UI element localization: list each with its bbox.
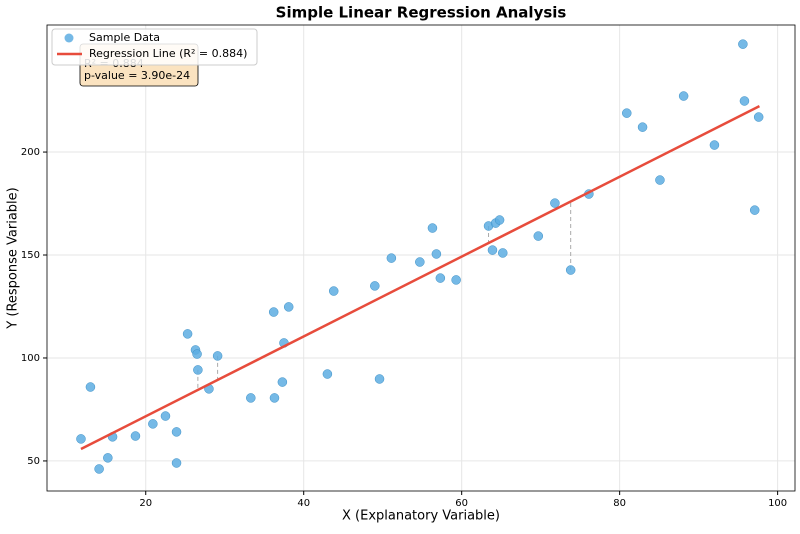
data-point bbox=[171, 458, 182, 468]
data-point bbox=[749, 205, 760, 215]
data-point bbox=[212, 351, 223, 361]
data-point bbox=[322, 369, 333, 379]
y-tick-label: 50 bbox=[27, 456, 40, 467]
data-point bbox=[487, 245, 498, 255]
data-point bbox=[268, 307, 279, 317]
y-axis-label: Y (Response Variable) bbox=[6, 187, 21, 329]
data-point bbox=[277, 377, 288, 387]
data-point bbox=[374, 374, 385, 384]
legend-label: Regression Line (R² = 0.884) bbox=[89, 47, 247, 60]
data-point bbox=[739, 96, 750, 106]
x-tick-label: 40 bbox=[297, 498, 310, 509]
x-axis-label: X (Explanatory Variable) bbox=[342, 509, 500, 524]
data-point bbox=[148, 419, 158, 429]
y-tick-label: 150 bbox=[21, 250, 40, 261]
data-point bbox=[415, 257, 425, 267]
data-point bbox=[160, 411, 171, 421]
plot-frame bbox=[46, 24, 796, 492]
x-tick-label: 60 bbox=[455, 498, 468, 509]
data-point bbox=[94, 464, 104, 474]
y-tick-label: 100 bbox=[21, 353, 40, 364]
data-point bbox=[182, 329, 193, 339]
data-point bbox=[103, 453, 113, 463]
y-tick-label: 200 bbox=[21, 147, 40, 158]
data-point bbox=[738, 39, 748, 49]
data-point bbox=[370, 281, 380, 291]
data-point bbox=[753, 112, 764, 122]
data-point bbox=[171, 427, 182, 437]
data-point bbox=[328, 286, 339, 296]
data-point bbox=[269, 393, 280, 403]
data-point bbox=[655, 175, 665, 185]
regression-line bbox=[80, 105, 761, 451]
data-point bbox=[678, 91, 689, 101]
data-point bbox=[533, 231, 544, 241]
data-point bbox=[130, 431, 141, 441]
data-point bbox=[498, 248, 508, 258]
data-point bbox=[283, 302, 294, 312]
legend-label: Sample Data bbox=[89, 31, 160, 44]
legend-marker bbox=[64, 33, 74, 43]
chart-title: Simple Linear Regression Analysis bbox=[276, 4, 567, 22]
data-point bbox=[246, 393, 256, 403]
data-point bbox=[709, 140, 720, 150]
data-point bbox=[565, 265, 576, 275]
data-point bbox=[622, 108, 632, 118]
data-point bbox=[637, 122, 648, 132]
data-point bbox=[386, 253, 397, 263]
data-point bbox=[494, 215, 505, 225]
x-tick-label: 80 bbox=[613, 498, 626, 509]
data-point bbox=[431, 249, 442, 259]
data-point bbox=[427, 223, 438, 233]
annotation-text: p-value = 3.90e-24 bbox=[84, 69, 190, 82]
x-tick-label: 100 bbox=[768, 498, 787, 509]
data-point bbox=[193, 365, 203, 375]
data-point bbox=[85, 382, 96, 392]
data-point bbox=[76, 434, 86, 444]
x-tick-label: 20 bbox=[139, 498, 152, 509]
legend-box bbox=[51, 28, 258, 66]
data-point bbox=[451, 275, 461, 285]
data-point bbox=[192, 349, 202, 359]
data-point bbox=[435, 273, 446, 283]
data-point bbox=[550, 198, 560, 208]
